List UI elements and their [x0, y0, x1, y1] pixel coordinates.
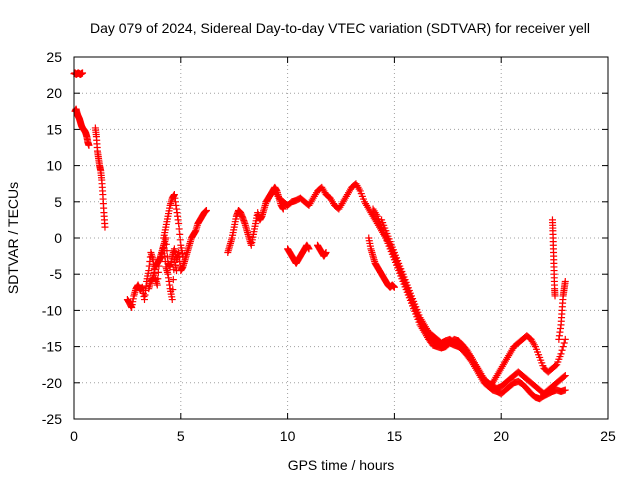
point-marker: [202, 206, 210, 214]
point-marker: [168, 296, 176, 304]
x-tick-label: 15: [387, 428, 403, 444]
point-marker: [561, 372, 569, 380]
chart-title: Day 079 of 2024, Sidereal Day-to-day VTE…: [90, 20, 590, 36]
y-tick-label: -10: [42, 302, 62, 318]
series-s13: [365, 234, 398, 291]
point-marker: [557, 350, 565, 358]
point-marker: [560, 339, 568, 347]
point-marker: [85, 141, 93, 149]
series-s9: [369, 205, 569, 398]
axis-ticks: [73, 56, 609, 420]
point-marker: [561, 335, 569, 343]
point-marker: [558, 346, 566, 354]
y-tick-label: 5: [54, 194, 62, 210]
point-marker: [561, 386, 569, 394]
x-tick-label: 10: [280, 428, 296, 444]
plot-frame: [73, 56, 609, 420]
series-s3: [91, 124, 109, 231]
point-marker: [552, 362, 560, 370]
series-s1: [70, 69, 87, 78]
data-points: [70, 69, 569, 403]
point-marker: [101, 223, 109, 231]
y-axis-title: SDTVAR / TECUs: [5, 182, 21, 294]
x-tick-labels: 0 5 10 15 20 25: [70, 428, 616, 444]
x-tick-label: 0: [70, 428, 78, 444]
series-s2: [71, 105, 93, 149]
x-tick-label: 25: [600, 428, 616, 444]
y-tick-label: 15: [46, 121, 62, 137]
series-s14: [548, 216, 559, 300]
y-tick-label: -25: [42, 411, 62, 427]
point-marker: [559, 343, 567, 351]
series-s15: [555, 277, 569, 343]
series-s11: [284, 241, 313, 267]
point-marker: [169, 276, 177, 284]
x-tick-label: 20: [493, 428, 509, 444]
point-marker: [163, 247, 171, 255]
point-marker: [163, 253, 171, 261]
y-tick-label: 20: [46, 85, 62, 101]
point-marker: [179, 252, 187, 260]
point-marker: [551, 292, 559, 300]
x-tick-label: 5: [177, 428, 185, 444]
y-tick-label: 25: [46, 49, 62, 65]
point-marker: [279, 205, 287, 213]
series-s10: [378, 216, 569, 403]
y-tick-label: -15: [42, 339, 62, 355]
series-s8: [262, 180, 569, 390]
y-tick-label: 10: [46, 158, 62, 174]
point-marker: [79, 69, 87, 77]
y-tick-label: -20: [42, 375, 62, 391]
point-marker: [561, 277, 569, 285]
x-axis-title: GPS time / hours: [288, 457, 395, 473]
point-marker: [153, 281, 161, 289]
point-marker: [560, 372, 568, 380]
y-tick-label: -5: [50, 266, 63, 282]
y-tick-labels: -25 -20 -15 -10 -5 0 5 10 15 20 25: [42, 49, 62, 427]
point-marker: [305, 245, 313, 253]
point-marker: [169, 286, 177, 294]
grid-lines: [74, 57, 608, 419]
series-s6: [160, 191, 187, 260]
point-marker: [162, 240, 170, 248]
y-tick-label: 0: [54, 230, 62, 246]
series-s12: [314, 241, 330, 260]
point-marker: [390, 283, 398, 291]
series-s5: [145, 206, 210, 293]
point-marker: [322, 248, 330, 256]
